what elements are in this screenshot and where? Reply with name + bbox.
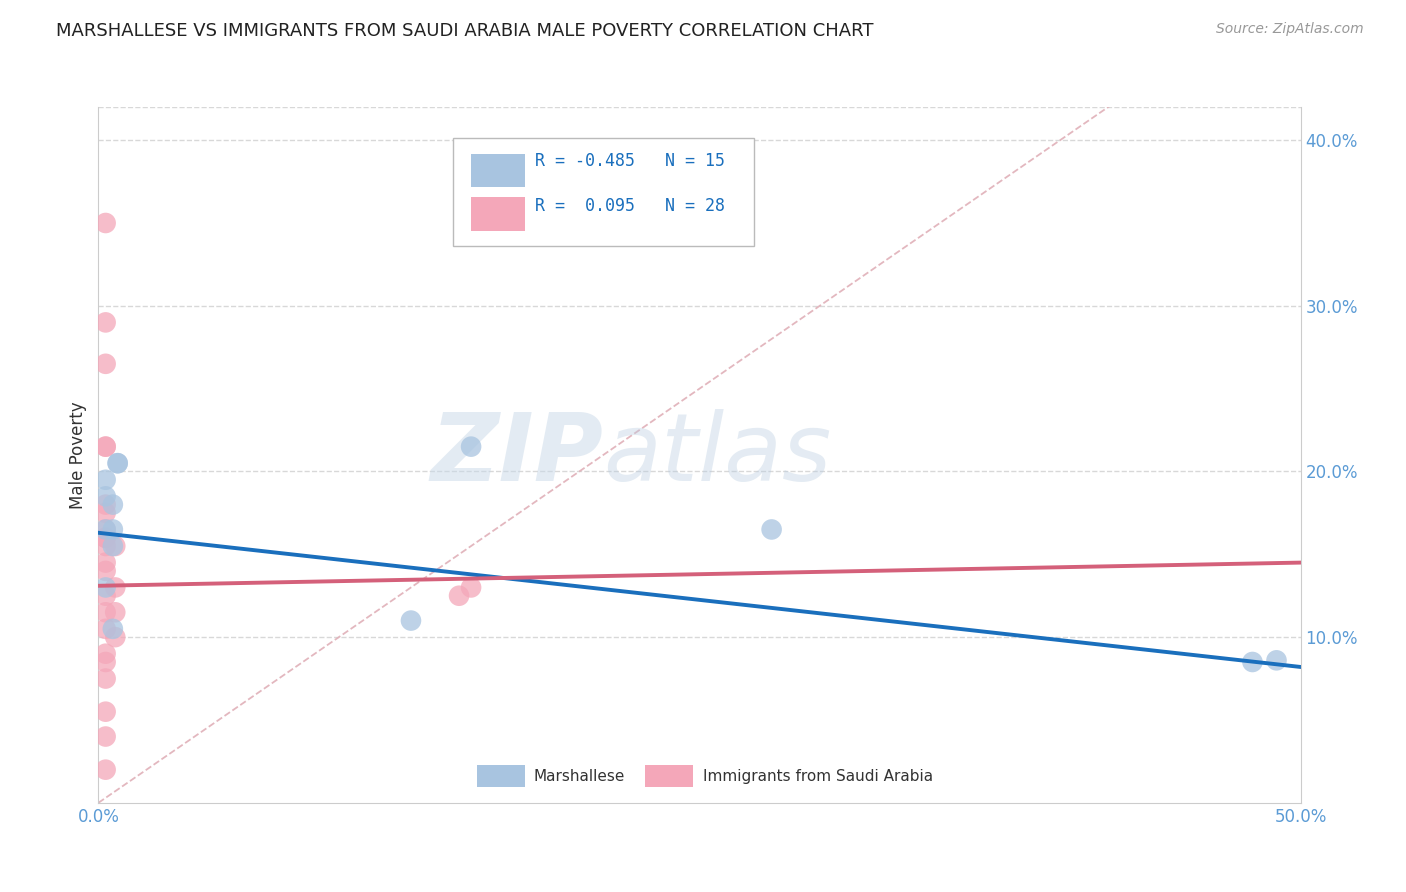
Point [101,523,124,537]
Text: Source: ZipAtlas.com: Source: ZipAtlas.com [1216,22,1364,37]
Bar [471,197,526,231]
Point [94,564,117,578]
Text: R = -0.485   N = 15: R = -0.485 N = 15 [534,153,725,170]
Point [94,763,117,777]
Point [104,539,127,553]
Point [460,581,482,595]
Point [447,589,470,603]
Point [94,655,117,669]
Point [94,216,117,230]
Bar [471,153,526,187]
Point [1265,653,1288,667]
Point [94,531,117,545]
Point [104,605,127,619]
Point [94,523,117,537]
Bar [453,138,754,246]
Text: MARSHALLESE VS IMMIGRANTS FROM SAUDI ARABIA MALE POVERTY CORRELATION CHART: MARSHALLESE VS IMMIGRANTS FROM SAUDI ARA… [56,22,873,40]
Point [107,456,129,470]
Point [107,456,129,470]
Point [94,498,117,512]
Text: ZIP: ZIP [430,409,603,501]
Point [94,315,117,329]
Point [94,589,117,603]
Point [101,622,124,636]
Point [94,440,117,454]
Point [94,672,117,686]
Point [399,614,422,628]
Point [94,440,117,454]
Point [460,440,482,454]
Point [101,539,124,553]
Point [94,605,117,619]
Point [94,705,117,719]
Text: atlas: atlas [603,409,831,500]
Point [94,523,117,537]
Point [94,622,117,636]
Text: R =  0.095   N = 28: R = 0.095 N = 28 [534,197,725,216]
Point [94,539,117,553]
Bar [645,765,693,788]
Point [94,556,117,570]
Text: Marshallese: Marshallese [534,769,624,784]
Point [761,523,783,537]
Point [104,581,127,595]
Point [94,730,117,744]
Point [94,531,117,545]
Point [94,473,117,487]
Bar [477,765,526,788]
Point [101,498,124,512]
Point [104,630,127,644]
Point [94,357,117,371]
Point [94,647,117,661]
Point [94,489,117,503]
Text: Immigrants from Saudi Arabia: Immigrants from Saudi Arabia [703,769,934,784]
Y-axis label: Male Poverty: Male Poverty [69,401,87,508]
Point [1241,655,1264,669]
Point [94,581,117,595]
Point [94,506,117,520]
